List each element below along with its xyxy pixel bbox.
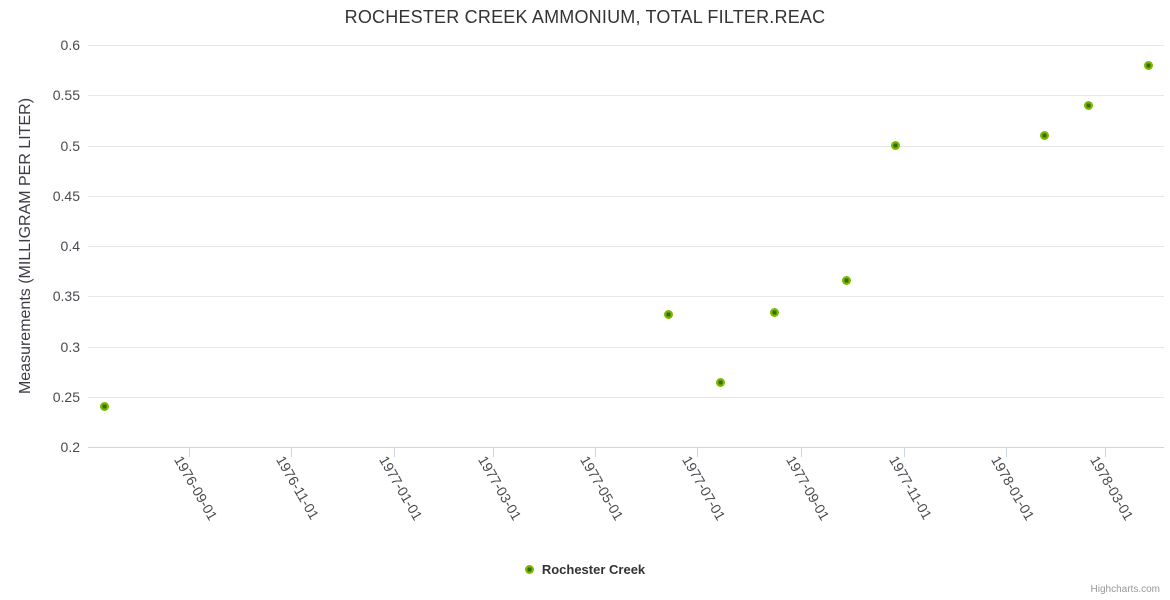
y-gridline (88, 396, 1164, 398)
y-axis-label: 0.3 (60, 338, 80, 355)
y-axis-label: 0.2 (60, 439, 80, 455)
y-axis-label: 0.4 (60, 238, 80, 254)
data-point[interactable] (100, 402, 110, 412)
x-axis-label: 1978-01-01 (988, 453, 1039, 524)
data-point[interactable] (890, 141, 900, 150)
chart-title: ROCHESTER CREEK AMMONIUM, TOTAL FILTER.R… (344, 7, 826, 27)
x-axis-label: 1977-01-01 (375, 453, 426, 524)
x-axis-label: 1976-09-01 (170, 453, 221, 524)
x-axis-label: 1977-05-01 (577, 453, 627, 524)
x-axis-label: 1977-03-01 (474, 453, 525, 524)
x-axis-tick (1006, 447, 1008, 457)
data-point[interactable] (842, 275, 852, 285)
data-point[interactable] (664, 309, 674, 319)
y-axis-label: 0.6 (60, 37, 80, 53)
x-axis-tick (188, 447, 190, 457)
y-gridline (88, 45, 1164, 46)
data-point[interactable] (1144, 60, 1154, 70)
y-axis-label: 0.25 (52, 388, 80, 405)
x-axis-tick (393, 447, 395, 457)
y-gridline (88, 346, 1164, 348)
y-gridline (88, 145, 1164, 147)
data-point[interactable] (716, 378, 726, 388)
y-axis-label: 0.55 (52, 87, 80, 104)
legend: Rochester Creek (0, 562, 1170, 577)
legend-marker-icon (524, 565, 534, 574)
x-axis-tick (697, 447, 699, 457)
x-axis-tick (903, 447, 905, 457)
x-axis-tick (1105, 447, 1107, 457)
y-axis-label: 0.45 (52, 187, 80, 204)
x-axis-label: 1977-09-01 (783, 453, 834, 524)
y-axis-label: 0.35 (52, 288, 80, 305)
legend-item-rochester-creek[interactable]: Rochester Creek (524, 562, 646, 577)
x-axis-tick (492, 447, 494, 457)
x-axis-label: 1976-11-01 (273, 453, 323, 523)
data-point[interactable] (1040, 130, 1050, 140)
x-axis-label: 1978-03-01 (1087, 453, 1138, 524)
y-gridline (88, 95, 1164, 97)
legend-label: Rochester Creek (541, 562, 646, 577)
y-gridline (88, 246, 1164, 247)
x-axis-tick (801, 447, 803, 457)
x-axis-tick (594, 447, 596, 457)
y-gridline (88, 195, 1164, 197)
y-axis-label: 0.5 (60, 137, 80, 154)
x-axis-line (88, 447, 1164, 448)
x-axis-label: 1977-07-01 (679, 453, 730, 524)
data-point[interactable] (770, 307, 780, 317)
y-gridline (88, 296, 1164, 298)
x-axis-tick (291, 447, 293, 457)
credits-link[interactable]: Highcharts.com (1090, 584, 1160, 595)
data-point[interactable] (1083, 100, 1093, 110)
x-axis-label: 1977-11-01 (885, 453, 936, 523)
